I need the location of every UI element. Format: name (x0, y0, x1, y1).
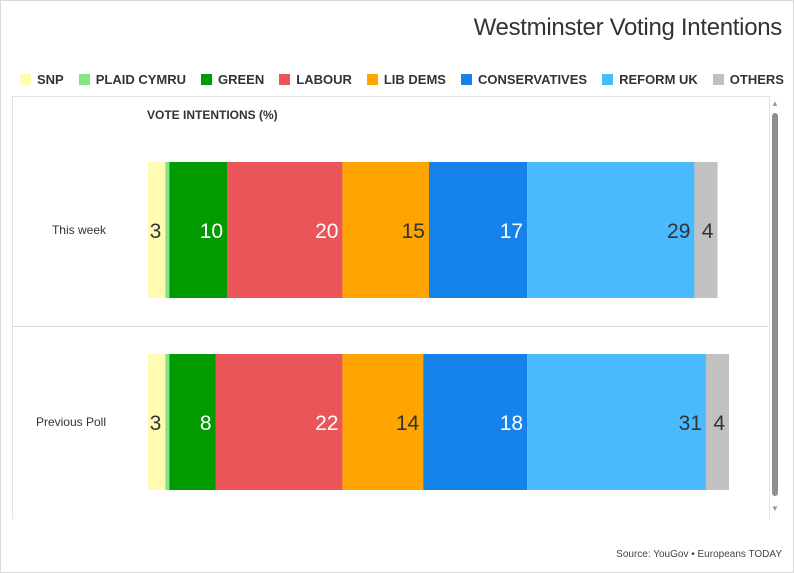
bar-segment-plaid-cymru[interactable] (165, 354, 170, 490)
chart-legend: SNP PLAID CYMRU GREEN LABOUR LIB DEMS CONSERV… (20, 70, 784, 88)
legend-label: PLAID CYMRU (95, 71, 187, 87)
bar-segment-others[interactable] (694, 162, 718, 298)
legend-item-snp[interactable]: SNP (20, 72, 64, 87)
plot-area (12, 96, 770, 519)
bar-segment-lib-dems[interactable] (342, 354, 424, 490)
bar-segment-reform-uk[interactable] (527, 354, 706, 490)
data-label: 20 (315, 220, 338, 243)
bar-segment-green[interactable] (169, 354, 216, 490)
scroll-thumb[interactable] (772, 113, 778, 496)
chart-title: Westminster Voting Intentions (473, 14, 783, 41)
legend-swatch (201, 73, 213, 85)
data-label: 4 (702, 220, 714, 243)
legend-label: LABOUR (296, 71, 352, 87)
legend-swatch (460, 73, 472, 85)
legend-swatch (602, 73, 614, 85)
data-label: 3 (150, 220, 162, 243)
bar-segment-snp[interactable] (148, 354, 166, 490)
legend-label: OTHERS (729, 71, 784, 87)
legend-swatch (366, 73, 378, 85)
data-label: 15 (402, 220, 425, 243)
legend-swatch (20, 73, 31, 85)
bar-segment-others[interactable] (705, 354, 730, 490)
legend-swatch (279, 73, 291, 85)
scroll-down-icon[interactable]: ▼ (771, 504, 779, 513)
legend-label: SNP (37, 71, 64, 87)
legend-swatch (78, 73, 90, 85)
bar-segment-conservatives[interactable] (428, 162, 528, 298)
data-label: 10 (200, 220, 223, 243)
bar-segment-reform-uk[interactable] (527, 162, 695, 298)
legend-swatch (712, 73, 724, 85)
data-label: 18 (500, 412, 523, 435)
bar-segment-lib-dems[interactable] (342, 162, 429, 298)
data-label: 3 (150, 412, 162, 435)
legend-item-reform-uk[interactable]: REFORM UK (602, 72, 698, 87)
data-label: 8 (200, 412, 212, 435)
category-label: This week (52, 223, 107, 237)
bar-segment-labour[interactable] (215, 354, 343, 490)
data-label: 4 (713, 412, 725, 435)
legend-item-plaid-cymru[interactable]: PLAID CYMRU (78, 71, 187, 87)
axis-title: VOTE INTENTIONS (%) (147, 108, 278, 122)
legend-item-others[interactable]: OTHERS (712, 71, 784, 87)
source-note: Source: YouGov • Europeans TODAY (616, 549, 782, 560)
scroll-up-icon[interactable]: ▲ (771, 99, 779, 108)
legend-label: LIB DEMS (383, 71, 446, 87)
bar-segment-snp[interactable] (148, 162, 166, 298)
legend-item-labour[interactable]: LABOUR (279, 72, 352, 87)
data-label: 17 (500, 220, 523, 243)
legend-label: REFORM UK (619, 71, 698, 87)
data-label: 29 (667, 220, 690, 243)
legend-item-green[interactable]: GREEN (201, 72, 264, 87)
legend-label: GREEN (218, 71, 265, 87)
legend-label: CONSERVATIVES (477, 71, 588, 87)
data-label: 22 (315, 412, 338, 435)
bar-segment-plaid-cymru[interactable] (165, 162, 170, 298)
legend-item-conservatives[interactable]: CONSERVATIVES (460, 71, 588, 87)
category-label: Previous Poll (36, 415, 106, 429)
bar-segment-green[interactable] (169, 162, 228, 298)
data-label: 31 (679, 412, 702, 435)
bar-segment-labour[interactable] (227, 162, 343, 298)
legend-item-lib-dems[interactable]: LIB DEMS (366, 71, 446, 87)
data-label: 14 (396, 412, 420, 435)
bar-segment-conservatives[interactable] (423, 354, 528, 490)
row-divider (12, 326, 768, 327)
